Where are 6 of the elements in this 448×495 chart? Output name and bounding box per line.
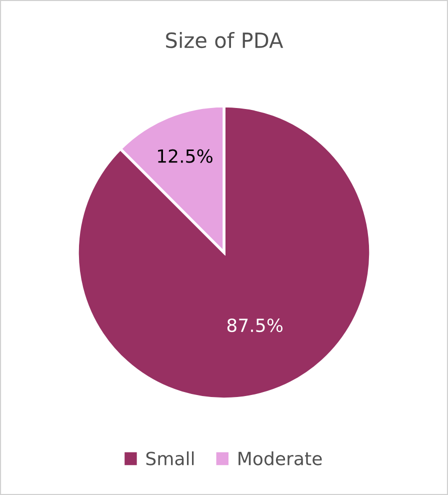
data-label: 87.5% xyxy=(227,318,283,332)
legend-label: Small xyxy=(146,451,194,466)
chart-title: Size of PDA xyxy=(166,32,284,48)
data-label: 12.5% xyxy=(158,149,212,163)
pie-slice xyxy=(76,104,372,400)
legend-label: Moderate xyxy=(238,451,322,466)
